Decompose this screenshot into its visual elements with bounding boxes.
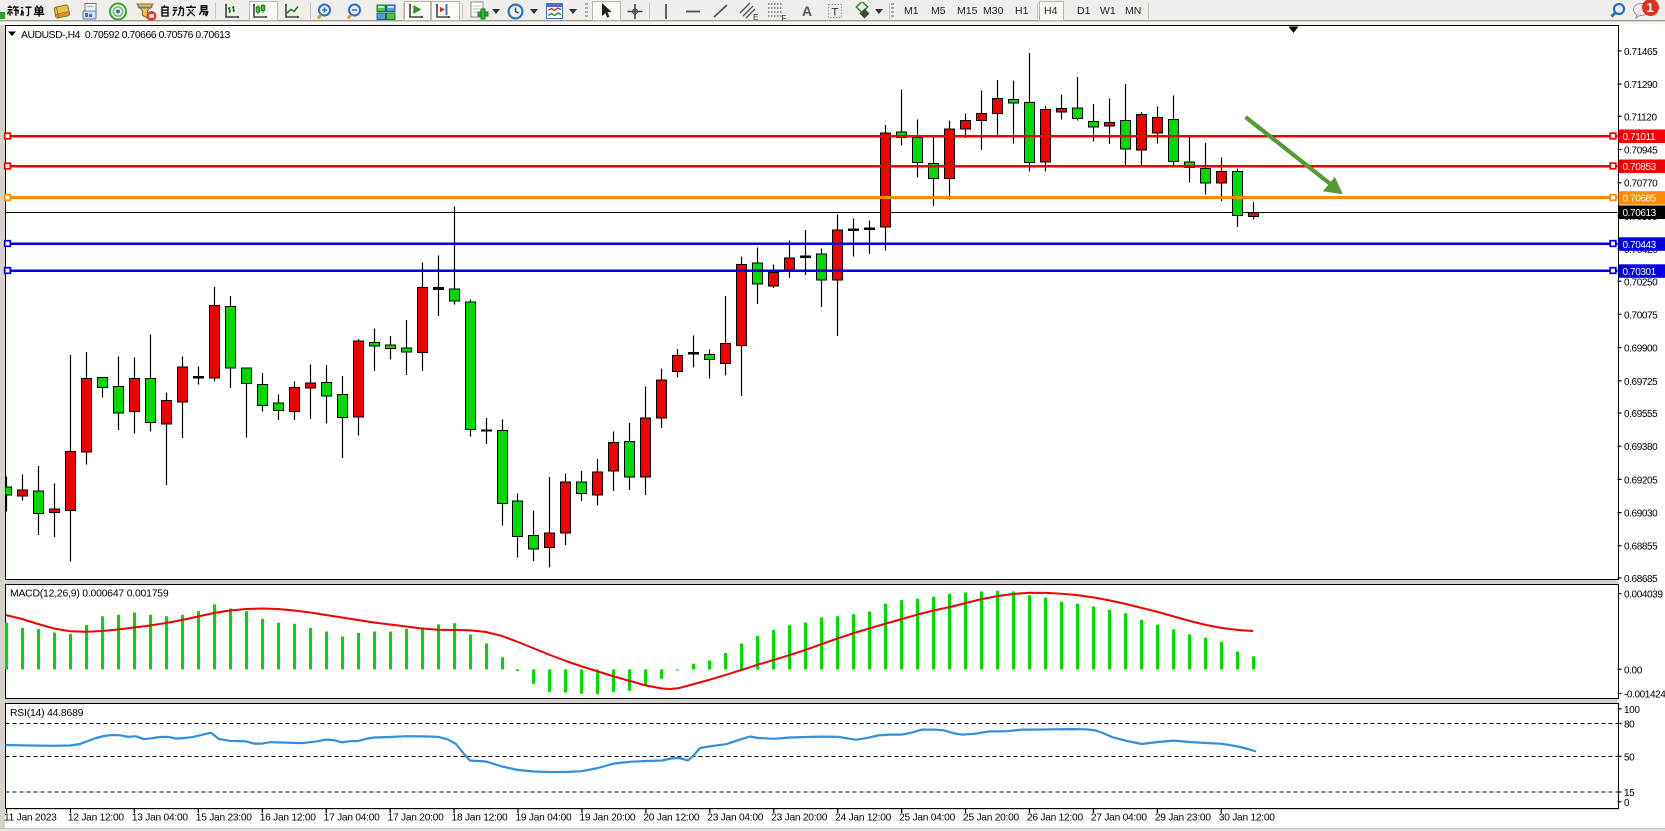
svg-text:MACD(12,26,9) 0.000647 0.00175: MACD(12,26,9) 0.000647 0.001759 <box>10 589 169 600</box>
svg-text:0.68855: 0.68855 <box>1624 542 1658 553</box>
svg-text:0.70250: 0.70250 <box>1624 277 1658 288</box>
svg-text:29 Jan 23:00: 29 Jan 23:00 <box>1155 813 1211 824</box>
svg-text:0.68685: 0.68685 <box>1624 574 1658 585</box>
svg-text:26 Jan 12:00: 26 Jan 12:00 <box>1027 813 1083 824</box>
svg-text:20 Jan 12:00: 20 Jan 12:00 <box>643 813 699 824</box>
svg-text:0.004039: 0.004039 <box>1624 590 1663 601</box>
svg-text:0.69900: 0.69900 <box>1624 344 1658 355</box>
svg-text:0.69555: 0.69555 <box>1624 409 1658 420</box>
svg-text:0.70945: 0.70945 <box>1624 146 1658 157</box>
svg-text:50: 50 <box>1624 752 1635 763</box>
svg-text:0.71290: 0.71290 <box>1624 80 1658 91</box>
svg-text:27 Jan 04:00: 27 Jan 04:00 <box>1091 813 1147 824</box>
svg-text:0.70685: 0.70685 <box>1623 194 1657 205</box>
svg-text:0.69205: 0.69205 <box>1624 475 1658 486</box>
svg-text:18 Jan 12:00: 18 Jan 12:00 <box>452 813 508 824</box>
svg-text:0.69030: 0.69030 <box>1624 509 1658 520</box>
svg-text:17 Jan 20:00: 17 Jan 20:00 <box>388 813 444 824</box>
svg-text:E: E <box>753 13 758 22</box>
svg-text:12 Jan 12:00: 12 Jan 12:00 <box>68 813 124 824</box>
svg-text:0.71465: 0.71465 <box>1624 47 1658 58</box>
svg-text:-0.001424: -0.001424 <box>1624 690 1665 701</box>
svg-text:15: 15 <box>1624 788 1635 799</box>
svg-text:25 Jan 04:00: 25 Jan 04:00 <box>899 813 955 824</box>
svg-text:0.71011: 0.71011 <box>1623 132 1656 143</box>
svg-text:19 Jan 04:00: 19 Jan 04:00 <box>515 813 571 824</box>
svg-text:AUDUSD-,H4 0.70592 0.70666 0.: AUDUSD-,H4 0.70592 0.70666 0.70576 0.706… <box>21 30 230 41</box>
svg-text:0.70075: 0.70075 <box>1624 310 1658 321</box>
svg-text:0: 0 <box>1624 798 1630 809</box>
svg-text:0.69725: 0.69725 <box>1624 377 1658 388</box>
svg-text:25 Jan 20:00: 25 Jan 20:00 <box>963 813 1019 824</box>
svg-text:F: F <box>782 14 787 22</box>
svg-text:23 Jan 20:00: 23 Jan 20:00 <box>771 813 827 824</box>
svg-text:15 Jan 23:00: 15 Jan 23:00 <box>196 813 252 824</box>
svg-text:T: T <box>832 7 839 19</box>
svg-text:0.71120: 0.71120 <box>1624 112 1657 123</box>
svg-text:0.70613: 0.70613 <box>1623 208 1657 219</box>
svg-text:RSI(14) 44.8689: RSI(14) 44.8689 <box>10 708 84 719</box>
svg-text:0.70443: 0.70443 <box>1623 240 1657 251</box>
svg-text:0.00: 0.00 <box>1624 665 1643 676</box>
svg-text:0.69380: 0.69380 <box>1624 442 1658 453</box>
svg-text:0.70853: 0.70853 <box>1623 162 1657 173</box>
svg-text:11 Jan 2023: 11 Jan 2023 <box>4 813 57 824</box>
svg-text:80: 80 <box>1624 720 1635 731</box>
svg-text:19 Jan 20:00: 19 Jan 20:00 <box>579 813 635 824</box>
svg-text:23 Jan 04:00: 23 Jan 04:00 <box>707 813 763 824</box>
svg-text:16 Jan 12:00: 16 Jan 12:00 <box>260 813 316 824</box>
svg-text:30 Jan 12:00: 30 Jan 12:00 <box>1219 813 1275 824</box>
svg-text:24 Jan 12:00: 24 Jan 12:00 <box>835 813 891 824</box>
svg-text:0.70301: 0.70301 <box>1623 267 1657 278</box>
svg-text:17 Jan 04:00: 17 Jan 04:00 <box>324 813 380 824</box>
svg-text:0.70770: 0.70770 <box>1624 179 1658 190</box>
svg-text:13 Jan 04:00: 13 Jan 04:00 <box>132 813 188 824</box>
svg-text:100: 100 <box>1624 705 1640 716</box>
